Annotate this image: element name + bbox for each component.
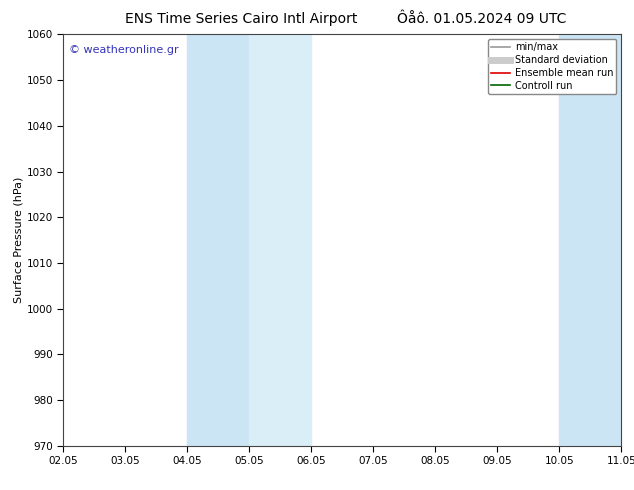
- Text: ENS Time Series Cairo Intl Airport: ENS Time Series Cairo Intl Airport: [125, 12, 357, 26]
- Legend: min/max, Standard deviation, Ensemble mean run, Controll run: min/max, Standard deviation, Ensemble me…: [488, 39, 616, 94]
- Text: Ôåô. 01.05.2024 09 UTC: Ôåô. 01.05.2024 09 UTC: [397, 12, 567, 26]
- Bar: [188, 34, 249, 446]
- Bar: [249, 34, 311, 446]
- Text: © weatheronline.gr: © weatheronline.gr: [69, 45, 179, 54]
- Y-axis label: Surface Pressure (hPa): Surface Pressure (hPa): [14, 177, 24, 303]
- Bar: [559, 34, 621, 446]
